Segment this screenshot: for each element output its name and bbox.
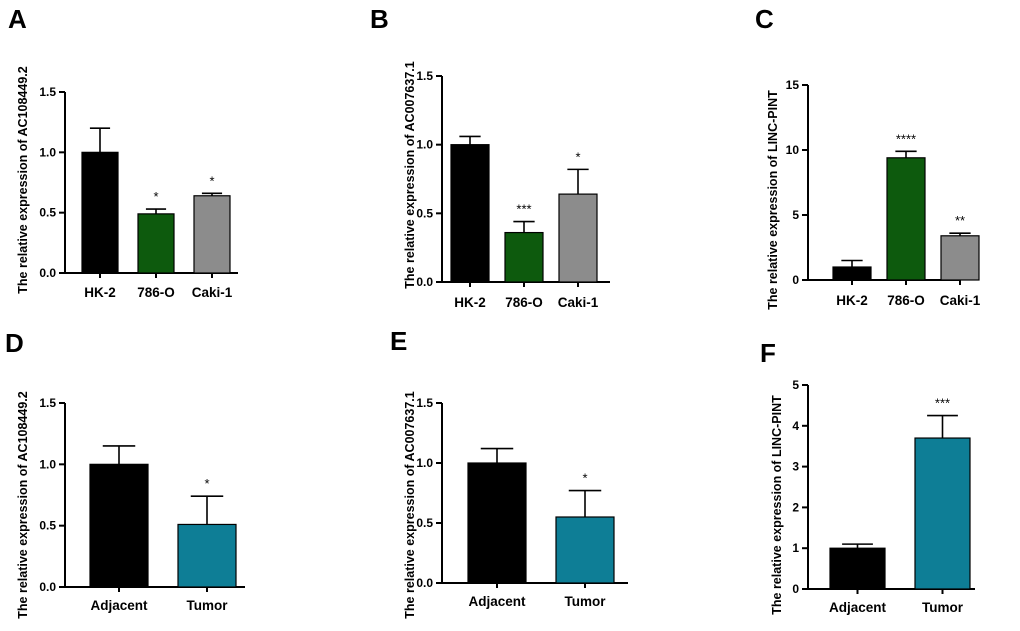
panel-b: B The relative expression of AC007637.1 0.… <box>370 4 610 310</box>
y-axis-label: The relative expression of AC007637.1 <box>403 391 417 618</box>
panel-letter: A <box>8 4 27 34</box>
significance-label: ** <box>955 213 965 228</box>
significance-label: *** <box>935 396 950 411</box>
y-tick-label: 0 <box>792 582 799 596</box>
x-tick-label: Tumor <box>565 594 607 609</box>
y-tick-label: 1 <box>792 541 799 555</box>
x-tick-label: Tumor <box>187 598 229 613</box>
y-tick-label: 1.5 <box>39 85 56 99</box>
significance-label: * <box>575 149 580 164</box>
panel-letter: D <box>5 328 24 358</box>
bar-caki-1 <box>940 235 980 281</box>
bar-hk-2 <box>81 151 119 274</box>
y-tick-label: 0.5 <box>39 519 56 533</box>
y-tick-label: 0.5 <box>39 206 56 220</box>
y-axis-label: The relative expression of LINC-PINT <box>766 90 780 310</box>
panel-c: C The relative expression of LINC-PINT 0 5 1… <box>755 4 981 310</box>
x-tick-label: Adjacent <box>90 598 148 613</box>
bar-786-o <box>504 231 544 283</box>
y-tick-label: 3 <box>792 460 799 474</box>
x-tick-label: Caki-1 <box>558 295 599 310</box>
y-axis-label: The relative expression of AC108449.2 <box>16 391 30 618</box>
y-tick-label: 0.0 <box>39 266 56 280</box>
significance-label: *** <box>516 202 531 217</box>
x-tick-label: 786-O <box>505 295 543 310</box>
y-tick-label: 0.0 <box>416 576 433 590</box>
x-tick-label: Adjacent <box>468 594 526 609</box>
y-tick-label: 10 <box>786 143 800 157</box>
y-tick-label: 0.5 <box>416 206 433 220</box>
significance-label: **** <box>896 131 916 146</box>
panel-letter: B <box>370 4 389 34</box>
bar-tumor <box>914 437 971 590</box>
bar-caki-1 <box>558 193 598 283</box>
x-tick-label: Caki-1 <box>192 285 233 300</box>
bar-adjacent <box>829 547 886 590</box>
panel-a: A The relative expression of AC108449.2 0.… <box>8 4 238 300</box>
bar-tumor <box>555 516 615 584</box>
y-tick-label: 5 <box>792 378 799 392</box>
x-tick-label: 786-O <box>887 293 925 308</box>
x-tick-label: Adjacent <box>829 600 887 615</box>
y-tick-label: 0.0 <box>416 275 433 289</box>
significance-label: * <box>209 173 214 188</box>
y-tick-label: 4 <box>792 419 799 433</box>
significance-label: * <box>153 189 158 204</box>
bar-caki-1 <box>193 195 231 274</box>
y-tick-label: 1.0 <box>416 456 433 470</box>
y-tick-label: 2 <box>792 500 799 514</box>
y-axis-label: The relative expression of LINC-PINT <box>770 395 784 615</box>
bar-786-o <box>137 213 175 274</box>
y-tick-label: 1.5 <box>39 396 56 410</box>
bar-hk-2 <box>832 266 872 281</box>
x-tick-label: HK-2 <box>454 295 486 310</box>
y-tick-label: 1.5 <box>416 69 433 83</box>
y-tick-label: 1.5 <box>416 396 433 410</box>
panel-letter: F <box>760 338 776 368</box>
y-tick-label: 1.0 <box>416 138 433 152</box>
bar-adjacent <box>467 462 527 584</box>
y-tick-label: 0.5 <box>416 516 433 530</box>
bar-tumor <box>177 523 237 588</box>
y-tick-label: 5 <box>792 208 799 222</box>
panel-letter: E <box>390 326 407 356</box>
bar-adjacent <box>89 463 149 588</box>
x-tick-label: Caki-1 <box>940 293 981 308</box>
bar-786-o <box>886 157 926 281</box>
x-tick-label: Tumor <box>922 600 964 615</box>
y-tick-label: 15 <box>786 78 800 92</box>
significance-label: * <box>582 471 587 486</box>
x-tick-label: HK-2 <box>836 293 868 308</box>
y-tick-label: 0 <box>792 273 799 287</box>
y-tick-label: 1.0 <box>39 457 56 471</box>
y-axis-label: The relative expression of AC108449.2 <box>16 66 30 293</box>
x-tick-label: HK-2 <box>84 285 116 300</box>
panel-f: F The relative expression of LINC-PINT 0 1 2… <box>760 338 975 615</box>
y-axis-label: The relative expression of AC007637.1 <box>403 61 417 288</box>
x-tick-label: 786-O <box>137 285 175 300</box>
y-tick-label: 0.0 <box>39 580 56 594</box>
y-tick-label: 1.0 <box>39 145 56 159</box>
panel-letter: C <box>755 4 774 34</box>
bar-hk-2 <box>450 144 490 283</box>
panel-d: D The relative expression of AC108449.2 0.… <box>5 328 245 619</box>
significance-label: * <box>204 476 209 491</box>
panel-e: E The relative expression of AC007637.1 0.… <box>390 326 628 619</box>
